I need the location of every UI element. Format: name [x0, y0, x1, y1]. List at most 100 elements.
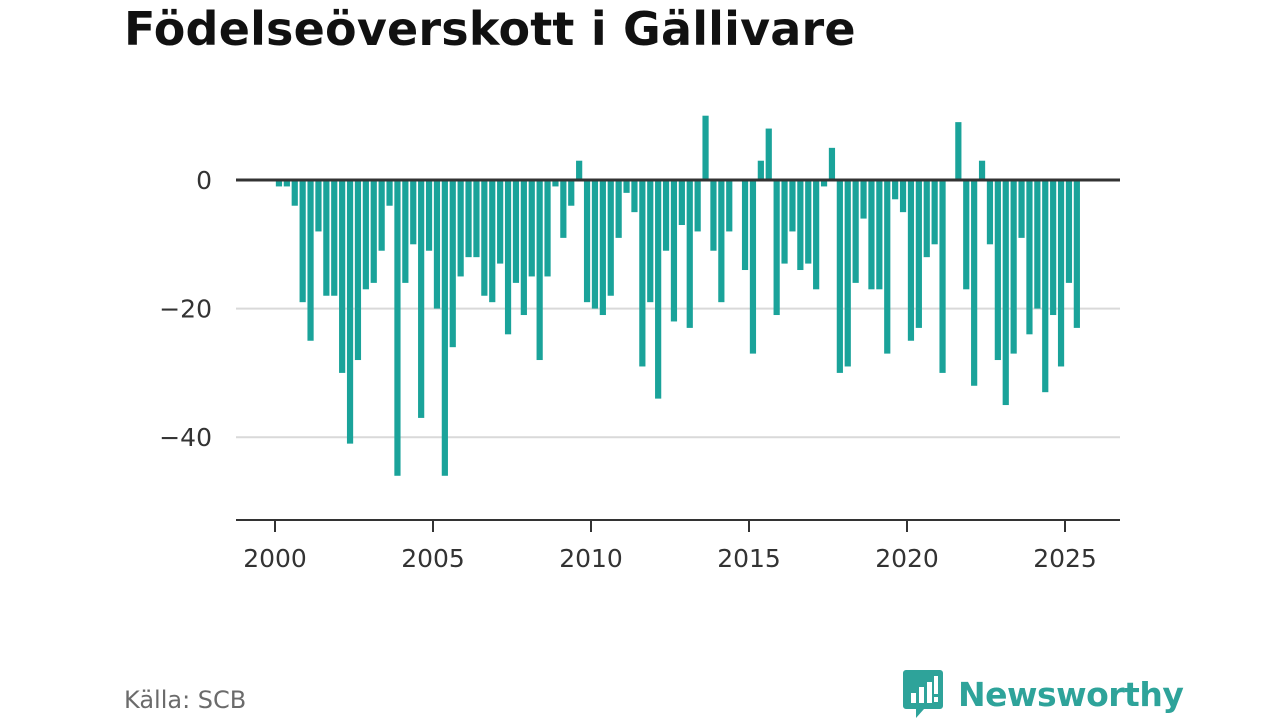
bar: [1010, 180, 1017, 354]
bar: [884, 180, 891, 354]
bar: [647, 180, 654, 303]
bar: [394, 180, 401, 476]
bar: [1042, 180, 1049, 393]
bar: [892, 180, 899, 200]
bar: [607, 180, 614, 296]
bar: [449, 180, 456, 348]
x-axis: 2000 2005 2010 2015 2020 2025: [236, 519, 1120, 573]
bar: [978, 160, 986, 180]
bar: [931, 180, 938, 245]
bar: [781, 180, 788, 264]
chart-title: Födelseöverskott i Gällivare: [124, 2, 856, 56]
bar: [497, 180, 504, 264]
bars: [275, 115, 1080, 476]
newsworthy-logo: Newsworthy: [902, 668, 1184, 720]
bar: [670, 180, 678, 322]
bar: [1050, 180, 1057, 316]
bar: [852, 180, 859, 283]
bar: [662, 180, 670, 251]
x-tick-label: 2020: [875, 544, 939, 573]
bar: [425, 180, 433, 251]
gridlines: [236, 307, 1120, 439]
bar: [623, 180, 630, 193]
chart-bubble-icon: [903, 670, 943, 718]
bar: [797, 180, 804, 271]
source-note: Källa: SCB: [124, 686, 247, 714]
bar: [836, 180, 843, 373]
bar: [718, 180, 725, 303]
bar: [576, 160, 583, 180]
x-tick-label: 2000: [243, 544, 307, 573]
bar: [860, 180, 867, 219]
bar: [915, 180, 922, 328]
bar: [370, 180, 377, 283]
x-tick-label: 2005: [401, 544, 465, 573]
bar: [678, 180, 685, 226]
y-tick-label: 0: [196, 166, 212, 195]
bar: [544, 180, 551, 277]
bar: [512, 180, 520, 283]
bar: [686, 180, 693, 328]
bar: [765, 128, 772, 180]
bar: [520, 180, 527, 316]
x-tick-label: 2015: [717, 544, 781, 573]
bar: [299, 180, 306, 303]
bar: [410, 180, 417, 245]
bar: [757, 160, 764, 180]
bar: [1057, 180, 1065, 367]
bar: [963, 180, 970, 290]
bar: [323, 180, 330, 296]
bar: [386, 180, 393, 206]
bar: [552, 180, 559, 187]
bar: [813, 180, 820, 290]
bar: [828, 147, 836, 180]
y-axis-ticks: 0 −20 −40: [159, 166, 1120, 452]
bar: [362, 180, 369, 290]
bar: [844, 180, 851, 367]
bar: [402, 180, 409, 283]
bar: [504, 180, 512, 335]
bar: [971, 180, 978, 386]
bar: [1034, 180, 1041, 309]
bar: [899, 180, 907, 213]
bar: [1073, 180, 1080, 328]
bar: [655, 180, 662, 399]
bar: [331, 180, 338, 296]
bar: [749, 180, 757, 354]
bar: [694, 180, 701, 232]
bar: [465, 180, 472, 258]
bar: [307, 180, 314, 341]
bar: [907, 180, 915, 341]
bar: [994, 180, 1001, 361]
bar: [639, 180, 646, 367]
bar: [441, 180, 448, 476]
bar: [418, 180, 425, 418]
bar: [615, 180, 622, 238]
bar: [275, 180, 283, 187]
bar: [378, 180, 385, 251]
bar: [939, 180, 946, 373]
bar: [291, 180, 298, 206]
bar: [315, 180, 322, 232]
bar: [1026, 180, 1033, 335]
bar: [868, 180, 875, 290]
bar: [473, 180, 480, 258]
bar: [560, 180, 567, 238]
bar: [457, 180, 464, 277]
bar: [489, 180, 496, 303]
x-tick-label: 2025: [1033, 544, 1097, 573]
bar: [346, 180, 354, 444]
bar: [710, 180, 717, 251]
bar: [339, 180, 346, 373]
bar: [568, 180, 575, 206]
y-tick-label: −40: [159, 423, 212, 452]
x-tick-label: 2010: [559, 544, 623, 573]
bar: [599, 180, 606, 316]
bar: [1018, 180, 1025, 238]
bar: [591, 180, 599, 309]
y-tick-label: −20: [159, 295, 212, 324]
bar: [726, 180, 733, 232]
bar: [805, 180, 812, 264]
bar: [354, 180, 362, 361]
